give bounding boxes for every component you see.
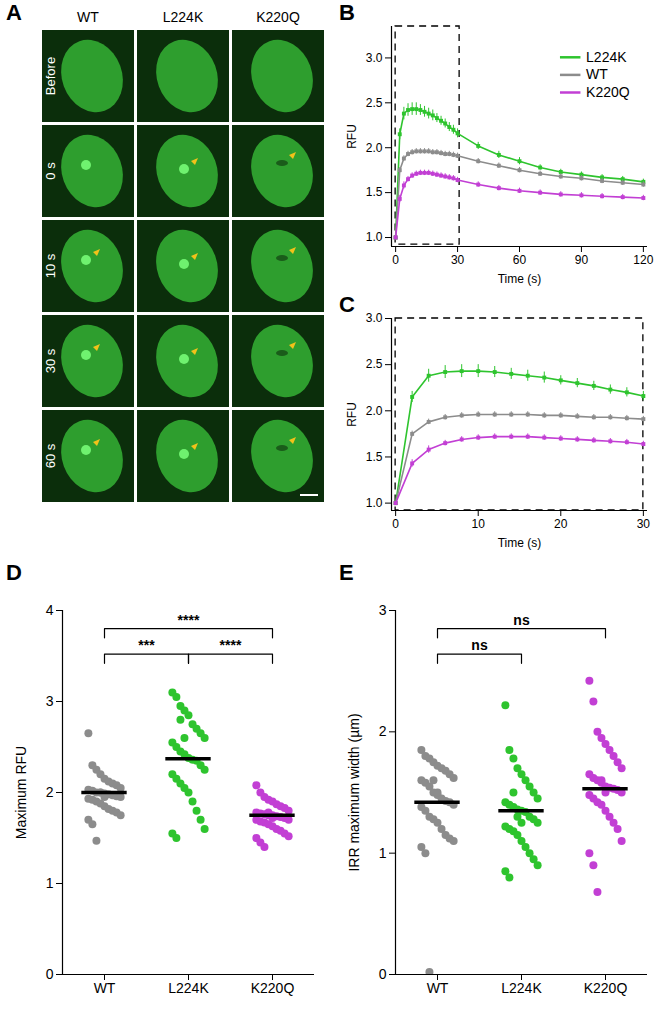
svg-text:L224K: L224K xyxy=(163,9,204,25)
svg-text:10 s: 10 s xyxy=(43,253,58,278)
svg-text:3: 3 xyxy=(46,693,54,709)
svg-text:IRR maximum width (µm): IRR maximum width (µm) xyxy=(346,713,362,871)
svg-text:3.0: 3.0 xyxy=(366,311,383,325)
svg-text:1.5: 1.5 xyxy=(366,185,383,199)
svg-text:3.0: 3.0 xyxy=(366,51,383,65)
svg-text:2.5: 2.5 xyxy=(366,357,383,371)
svg-text:1.0: 1.0 xyxy=(366,230,383,244)
html-text:A: A xyxy=(6,0,22,25)
svg-text:L224K: L224K xyxy=(168,980,209,996)
svg-text:0: 0 xyxy=(46,966,54,982)
svg-text:2: 2 xyxy=(379,723,387,739)
svg-text:RFU: RFU xyxy=(345,124,359,149)
svg-text:30 s: 30 s xyxy=(43,348,58,373)
svg-text:4: 4 xyxy=(46,602,54,618)
svg-text:***: *** xyxy=(138,637,155,653)
svg-text:2.5: 2.5 xyxy=(366,96,383,110)
svg-text:60 s: 60 s xyxy=(43,443,58,468)
html-text:D: D xyxy=(6,560,22,585)
svg-text:RFU: RFU xyxy=(345,402,359,427)
svg-text:0: 0 xyxy=(379,966,387,982)
html-text:C: C xyxy=(339,292,355,317)
svg-text:2: 2 xyxy=(46,784,54,800)
svg-text:30: 30 xyxy=(637,517,651,531)
svg-text:WT: WT xyxy=(427,980,449,996)
svg-text:0: 0 xyxy=(392,517,399,531)
svg-text:0 s: 0 s xyxy=(43,162,58,180)
svg-text:K220Q: K220Q xyxy=(584,980,628,996)
svg-text:****: **** xyxy=(220,637,242,653)
svg-text:1.5: 1.5 xyxy=(366,450,383,464)
svg-text:120: 120 xyxy=(633,253,653,267)
svg-text:Time (s): Time (s) xyxy=(498,272,542,286)
html-text:B: B xyxy=(339,0,355,25)
svg-text:K220Q: K220Q xyxy=(251,980,295,996)
svg-text:0: 0 xyxy=(392,253,399,267)
svg-text:ns: ns xyxy=(471,637,488,653)
svg-text:1: 1 xyxy=(46,875,54,891)
svg-text:L224K: L224K xyxy=(586,49,627,65)
svg-text:1.0: 1.0 xyxy=(366,496,383,510)
svg-text:Time (s): Time (s) xyxy=(498,536,542,550)
svg-text:Before: Before xyxy=(43,57,58,95)
svg-text:3: 3 xyxy=(379,602,387,618)
html-text:E: E xyxy=(339,560,354,585)
svg-text:2.0: 2.0 xyxy=(366,141,383,155)
svg-text:WT: WT xyxy=(586,66,608,82)
svg-text:ns: ns xyxy=(513,612,530,628)
svg-text:60: 60 xyxy=(513,253,527,267)
svg-text:90: 90 xyxy=(575,253,589,267)
svg-text:Maximum RFU: Maximum RFU xyxy=(13,746,29,839)
svg-text:K220Q: K220Q xyxy=(256,9,300,25)
svg-text:20: 20 xyxy=(554,517,568,531)
svg-text:2.0: 2.0 xyxy=(366,404,383,418)
svg-text:WT: WT xyxy=(77,9,99,25)
svg-text:****: **** xyxy=(178,612,200,628)
svg-text:1: 1 xyxy=(379,845,387,861)
svg-text:30: 30 xyxy=(451,253,465,267)
svg-text:WT: WT xyxy=(94,980,116,996)
svg-text:L224K: L224K xyxy=(501,980,542,996)
svg-text:10: 10 xyxy=(472,517,486,531)
svg-text:K220Q: K220Q xyxy=(586,84,630,100)
